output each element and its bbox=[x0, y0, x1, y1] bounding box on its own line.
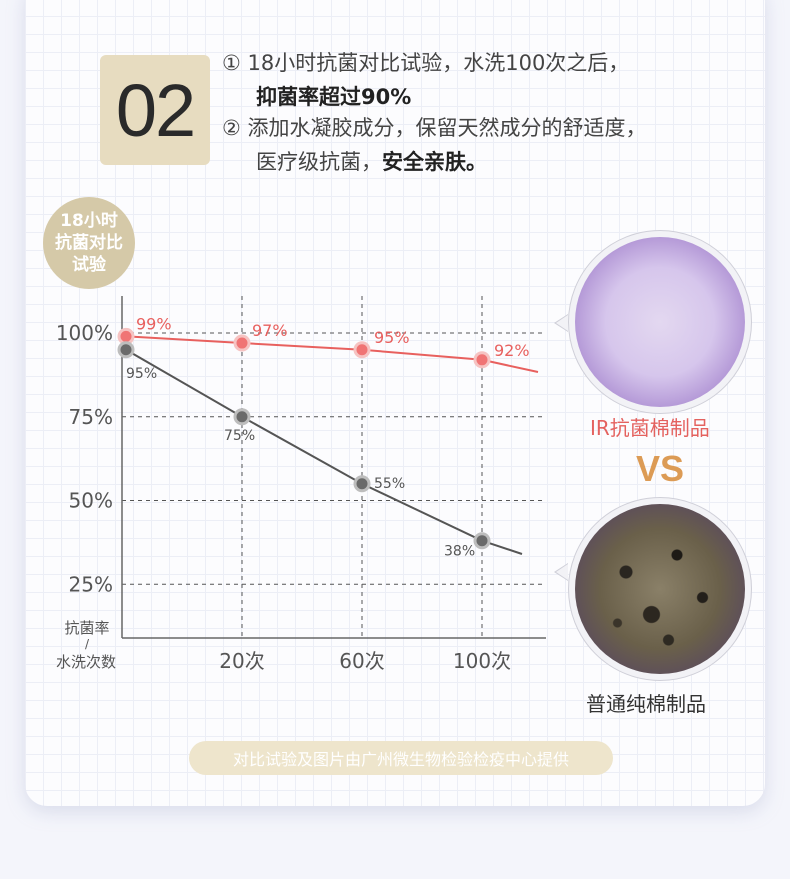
data-label-1-3: 38% bbox=[444, 544, 475, 560]
data-point-0-2 bbox=[353, 341, 371, 359]
data-label-0-3: 92% bbox=[494, 341, 530, 360]
description-line-4: 医疗级抗菌，安全亲肤。 bbox=[256, 152, 487, 173]
antibacterial-rate-highlight: 抑菌率超过90% bbox=[256, 85, 412, 109]
data-label-1-0: 95% bbox=[126, 366, 157, 382]
skin-safe-highlight: 安全亲肤。 bbox=[382, 150, 487, 174]
vs-label: VS bbox=[636, 448, 685, 489]
medical-grade-text: 医疗级抗菌， bbox=[256, 150, 382, 174]
y-tick-labels: 100% 75% 50% 25% bbox=[56, 321, 113, 596]
test-badge: 18小时 抗菌对比 试验 bbox=[43, 197, 135, 289]
x-tick-label: 60次 bbox=[339, 649, 384, 673]
plain-cotton-petri-dish-image bbox=[568, 497, 752, 681]
y-tick-label: 50% bbox=[69, 489, 113, 513]
y-axis-title: 抗菌率 bbox=[64, 619, 109, 637]
y-tick-label: 25% bbox=[69, 572, 113, 596]
description-line-3: ② 添加水凝胶成分，保留天然成分的舒适度， bbox=[222, 116, 647, 140]
x-tick-label: 20次 bbox=[219, 649, 264, 673]
data-point-0-3 bbox=[473, 351, 491, 369]
data-point-1-3 bbox=[473, 532, 491, 550]
data-point-1-0 bbox=[117, 341, 135, 359]
plain-dish-pointer bbox=[554, 563, 568, 581]
data-label-0-1: 97% bbox=[252, 321, 288, 340]
axis-title-divider: / bbox=[85, 637, 90, 651]
x-tick-label: 100次 bbox=[453, 649, 511, 673]
description-line-2: 抑菌率超过90% bbox=[256, 87, 411, 108]
ir-cotton-petri-dish-image bbox=[568, 230, 752, 414]
data-point-1-1 bbox=[233, 408, 251, 426]
ir-cotton-label: IR抗菌棉制品 bbox=[590, 416, 710, 440]
source-note-badge: 对比试验及图片由广州微生物检验检疫中心提供 bbox=[189, 741, 613, 775]
data-label-0-2: 95% bbox=[374, 328, 410, 347]
source-note: 对比试验及图片由广州微生物检验检疫中心提供 bbox=[232, 750, 569, 769]
data-label-0-0: 99% bbox=[136, 314, 172, 333]
data-label-1-2: 55% bbox=[374, 476, 405, 492]
test-badge-line-1: 18小时 bbox=[60, 211, 118, 231]
plain-cotton-label: 普通纯棉制品 bbox=[586, 692, 706, 716]
x-tick-labels: 20次 60次 100次 bbox=[219, 649, 511, 673]
test-badge-line-2: 抗菌对比 bbox=[55, 233, 123, 253]
section-number: 02 bbox=[115, 68, 196, 152]
data-label-1-1: 75% bbox=[224, 428, 255, 444]
section-number-badge: 02 bbox=[100, 55, 210, 165]
data-point-0-1 bbox=[233, 334, 251, 352]
ir-dish-pointer bbox=[554, 314, 568, 332]
x-axis-title: 水洗次数 bbox=[56, 653, 116, 671]
series-line-1 bbox=[125, 348, 523, 555]
description-line-1: ① 18小时抗菌对比试验，水洗100次之后， bbox=[222, 51, 630, 75]
data-point-1-2 bbox=[353, 475, 371, 493]
test-badge-line-3: 试验 bbox=[72, 255, 106, 275]
y-tick-label: 75% bbox=[69, 405, 113, 429]
y-tick-label: 100% bbox=[56, 321, 113, 345]
chart-series: 99% 97% 95% 92% 95% 75% 55% 38% bbox=[117, 314, 539, 560]
